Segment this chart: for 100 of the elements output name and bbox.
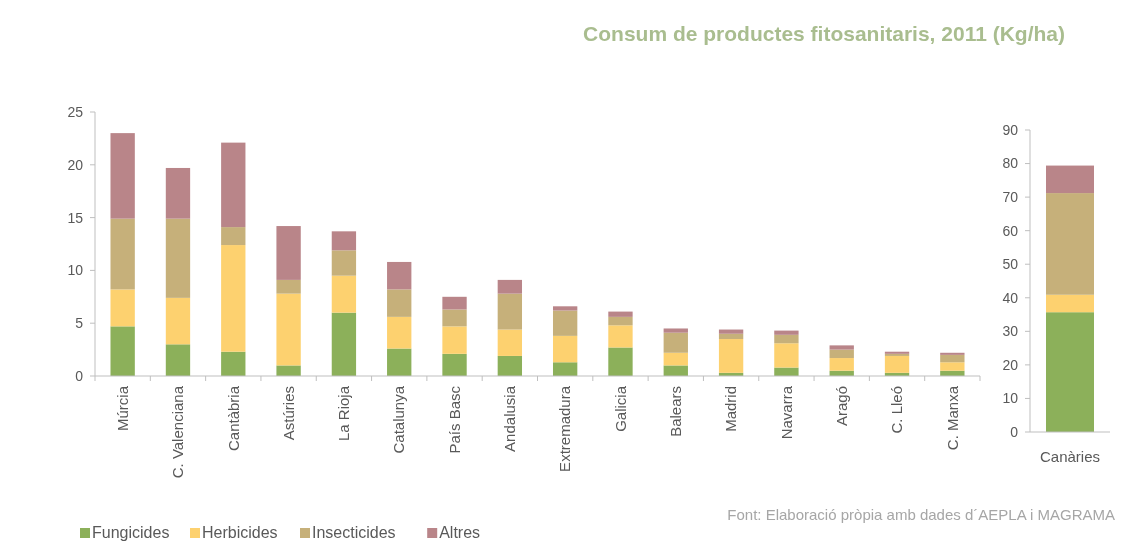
legend-label: Herbicides [202,524,278,541]
bar [1046,312,1094,432]
y-tick-label: 15 [67,209,84,226]
bar [497,279,523,294]
bar [552,306,578,311]
bar [165,218,191,298]
bar [663,365,688,376]
bar [442,296,467,310]
x-tick-label: Madrid [722,386,740,432]
y-tick-label: 40 [1002,289,1019,306]
bar [387,289,412,317]
bar [552,335,578,363]
bar [387,316,412,349]
bar [221,142,246,228]
bar [442,309,467,327]
x-tick-label: Canàries [1039,448,1101,465]
bar [829,349,854,359]
bar [663,332,688,353]
bar [165,344,191,376]
bar [110,218,135,290]
y-tick-label: 10 [1002,390,1019,407]
bar [331,275,357,313]
legend-label: Insecticides [312,524,396,541]
bar [276,279,301,294]
bar [497,293,523,330]
y-tick-label: 60 [1002,222,1019,239]
x-tick-label: La Rioja [335,385,353,442]
bar [829,358,854,371]
bar [774,334,799,344]
bar [774,330,799,335]
bar [387,261,412,290]
x-tick-label: Catalunya [390,385,408,454]
bar [1046,294,1094,313]
x-tick-label: Múrcia [113,385,131,432]
bar [940,354,965,363]
bar [608,316,633,326]
bar [940,352,965,355]
bar [718,333,744,340]
bar [331,231,357,251]
x-tick-label: Cantàbria [224,385,242,452]
bar [165,167,191,219]
bar [110,133,135,219]
bar [276,365,301,376]
bar [608,311,633,317]
y-tick-label: 90 [1002,121,1019,138]
bar [276,226,301,280]
y-tick-label: 20 [67,156,84,173]
x-tick-label: País Basc [445,385,463,454]
bar [276,293,301,366]
bar [884,355,910,373]
x-tick-label: Galicia [611,385,629,432]
y-tick-label: 0 [75,367,84,384]
bar [387,348,412,376]
bar [442,353,467,376]
bar [110,289,135,327]
x-tick-label: Navarra [777,385,795,440]
x-tick-label: Balears [667,386,685,437]
bar [331,312,357,376]
y-tick-label: 20 [1002,356,1019,373]
bar [608,325,633,348]
bar [608,347,633,376]
x-tick-label: C. Valenciana [169,385,187,479]
bar [663,352,688,366]
bar [774,343,799,368]
bar [110,326,135,376]
legend-label: Fungicides [92,524,170,541]
y-tick-label: 5 [75,315,84,332]
bar [1046,193,1094,295]
y-tick-label: 80 [1002,155,1019,172]
bar [552,362,578,376]
bar [718,339,744,373]
bar [940,362,965,371]
chart-title: Consum de productes fitosanitaris, 2011 (Kg/ha) [583,22,1065,45]
x-tick-label: C. Lleó [888,386,906,434]
bar [497,329,523,356]
bar [718,329,744,334]
bar [221,351,246,376]
y-tick-label: 30 [1002,323,1019,340]
bar [221,245,246,352]
x-tick-label: Aragó [832,386,850,427]
y-tick-label: 50 [1002,256,1019,273]
x-tick-label: Extremadura [556,385,574,472]
x-tick-label: Astúries [279,386,297,441]
bar [165,297,191,345]
y-tick-label: 25 [67,103,84,120]
y-tick-label: 70 [1002,189,1019,206]
bar [552,310,578,336]
bar [663,328,688,333]
y-tick-label: 10 [67,262,84,279]
bar [829,345,854,350]
bar [331,250,357,276]
bar [221,227,246,246]
legend-label: Altres [439,524,481,541]
bar [497,355,523,376]
x-tick-label: Andalusia [501,385,519,452]
bar [442,326,467,354]
y-tick-label: 0 [1010,423,1019,440]
x-tick-label: C. Manxa [943,385,961,451]
text: Font: Elaboració pròpia amb dades d´AEPLA i MAGRAMA [727,506,1115,523]
bar [1046,165,1094,194]
